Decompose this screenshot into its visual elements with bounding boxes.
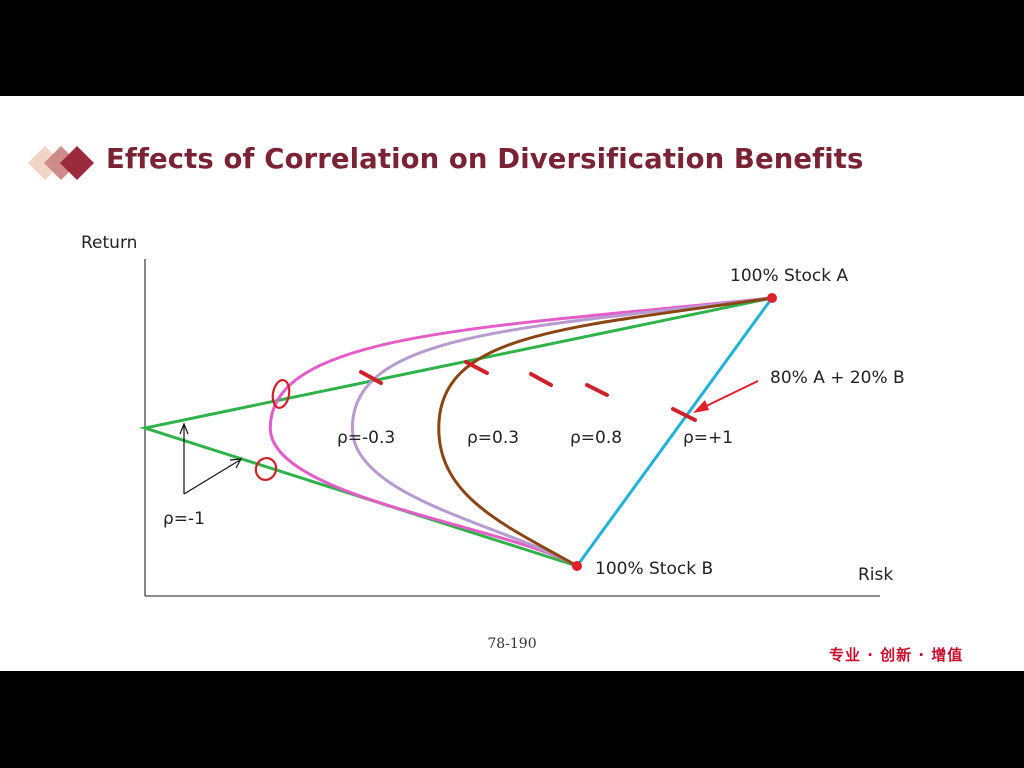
stock-a-point — [767, 293, 777, 303]
x-axis-label: Risk — [858, 565, 893, 585]
frontier-rho-0-8 — [437, 296, 773, 568]
series-label-rho-pos-1: ρ=+1 — [683, 428, 733, 448]
footer-tagline: 专业 · 创新 · 增值 — [829, 646, 964, 664]
handwritten-marks — [359, 360, 697, 422]
series-label-rho-0-3: ρ=0.3 — [467, 428, 519, 448]
stock-b-label: 100% Stock B — [595, 559, 713, 579]
mix-80a-20b-label: 80% A + 20% B — [770, 368, 905, 388]
slide-title: Effects of Correlation on Diversificatio… — [106, 143, 864, 175]
y-axis-label: Return — [81, 233, 137, 253]
frontier-chart: Return Risk 100% Stock A 100% Stock B ρ=… — [81, 233, 905, 597]
series-label-rho-neg-0-3: ρ=-0.3 — [337, 428, 395, 448]
handwritten-zero-marks — [254, 379, 291, 481]
frontier-rho-neg-0-3 — [268, 296, 773, 568]
series-label-rho-0-8: ρ=0.8 — [570, 428, 622, 448]
stock-b-point — [572, 561, 582, 571]
rho-neg-1-pointer — [179, 422, 243, 495]
curve-group — [139, 296, 774, 568]
slide: Effects of Correlation on Diversificatio… — [0, 96, 1024, 671]
frontier-rho-pos-1 — [575, 297, 774, 567]
page-number: 78-190 — [487, 636, 537, 652]
frontier-rho-0-3 — [350, 296, 773, 568]
series-label-rho-neg-1: ρ=-1 — [163, 509, 205, 529]
diamond-logo-icon — [28, 146, 94, 180]
mix-80a-20b-arrow-icon — [693, 380, 759, 413]
stock-a-label: 100% Stock A — [730, 266, 848, 286]
